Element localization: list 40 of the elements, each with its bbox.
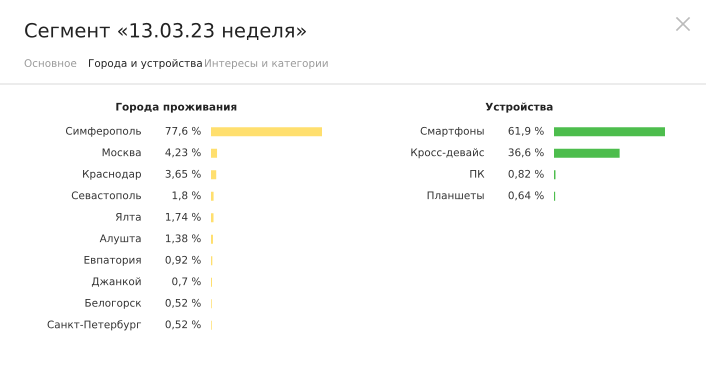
text: Города и устройства <box>89 59 202 70</box>
data-label: 1,38 % <box>166 234 201 244</box>
bar <box>211 148 218 158</box>
y-tick-label: Севастополь <box>72 191 141 200</box>
data-label: 0,52 % <box>166 298 201 308</box>
data-label: 61,9 % <box>508 126 544 136</box>
y-tick-label: Ялта <box>116 213 141 221</box>
bar <box>554 148 620 158</box>
data-label: 0,7 % <box>172 277 201 286</box>
y-tick-label: Белогорск <box>86 299 142 309</box>
data-label: 0,64 % <box>508 191 544 200</box>
bar <box>211 192 214 201</box>
y-tick-label: Планшеты <box>428 192 484 200</box>
bar <box>554 127 665 136</box>
y-tick-label: Москва <box>102 148 141 156</box>
y-tick-label: Кросс-девайс <box>411 148 484 158</box>
data-label: 3,65 % <box>166 170 201 179</box>
data-label: 0,92 % <box>166 256 201 265</box>
chart-title: Устройства <box>486 102 552 113</box>
y-tick-label: Краснодар <box>83 170 141 180</box>
text: Интересы и категории <box>205 59 328 70</box>
text: Сегмент «13.03.23 неделя» <box>25 22 306 40</box>
y-tick-label: Смартфоны <box>420 126 484 137</box>
chart-title: Города проживания <box>116 102 236 113</box>
y-tick-label: Джанкой <box>92 277 141 287</box>
y-tick-label: ПК <box>470 170 484 178</box>
data-label: 36,6 % <box>508 148 544 158</box>
text: Основное <box>24 59 76 68</box>
data-label: 0,52 % <box>166 320 201 330</box>
data-label: 1,74 % <box>166 212 201 222</box>
bar <box>211 127 322 136</box>
y-tick-label: Санкт-Петербург <box>48 320 142 330</box>
y-tick-label: Алушта <box>100 234 141 244</box>
data-label: 1,8 % <box>172 191 201 200</box>
y-tick-label: Симферополь <box>66 126 141 137</box>
data-label: 0,82 % <box>508 170 544 179</box>
data-label: 77,6 % <box>166 126 201 136</box>
y-tick-label: Евпатория <box>84 256 141 266</box>
data-label: 4,23 % <box>165 148 201 158</box>
bar <box>211 170 216 180</box>
